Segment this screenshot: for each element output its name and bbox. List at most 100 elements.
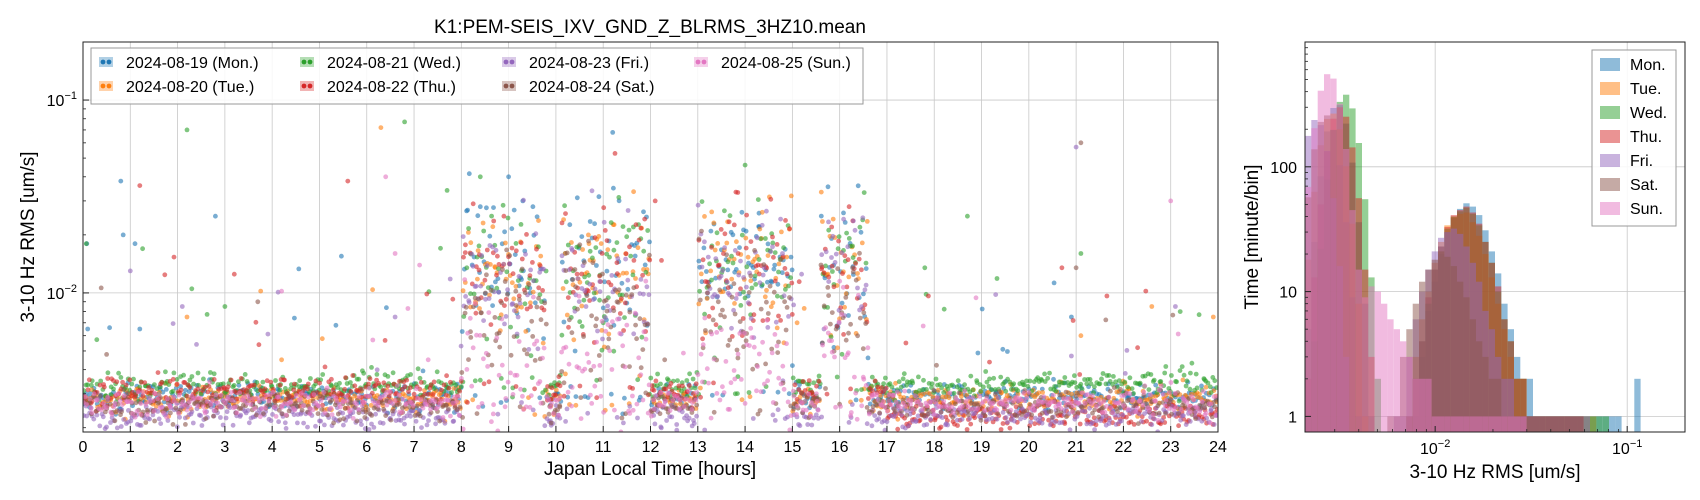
data-point [864, 405, 870, 410]
data-point [711, 380, 716, 386]
data-point [350, 373, 356, 378]
legend-marker-dot [106, 83, 112, 89]
data-point [1051, 392, 1056, 398]
data-point [298, 396, 303, 401]
data-point [417, 413, 423, 419]
data-point [910, 407, 916, 412]
data-point [543, 387, 548, 393]
data-point [152, 382, 157, 387]
data-point [714, 230, 720, 236]
data-point [842, 253, 848, 259]
data-point [995, 411, 1001, 416]
data-point [476, 404, 481, 410]
data-point [127, 377, 133, 383]
data-point [495, 276, 501, 282]
x-axis-label: Japan Local Time [hours] [544, 459, 756, 480]
data-point [794, 412, 799, 417]
data-point [1036, 390, 1042, 396]
data-point [567, 317, 572, 323]
data-point [477, 174, 483, 180]
data-point [569, 385, 575, 390]
data-point [198, 395, 204, 401]
data-point [1057, 392, 1063, 398]
data-point [1021, 382, 1027, 388]
data-point [516, 274, 522, 279]
data-point [174, 381, 180, 387]
data-point [218, 404, 224, 410]
data-point [424, 291, 430, 297]
data-point [282, 420, 288, 426]
data-point [610, 130, 616, 135]
histogram-bar [1450, 266, 1457, 432]
data-point [892, 409, 898, 414]
data-point [1174, 379, 1179, 385]
data-point [908, 398, 914, 404]
data-point [503, 240, 508, 246]
data-point [1176, 423, 1181, 429]
data-point [641, 291, 646, 297]
legend-box [90, 47, 864, 105]
data-point [245, 408, 251, 413]
legend-label: 2024-08-20 (Tue.) [126, 79, 254, 96]
data-point [304, 386, 310, 392]
data-point [837, 278, 843, 284]
data-point [966, 412, 971, 418]
data-point [1026, 390, 1031, 395]
data-point [489, 362, 495, 368]
data-point [1195, 405, 1200, 411]
data-point [549, 385, 555, 391]
data-point [313, 378, 319, 384]
data-point [1115, 413, 1121, 418]
data-point [1066, 396, 1072, 402]
data-point [170, 422, 176, 427]
data-point [1071, 403, 1076, 409]
data-point [716, 262, 722, 268]
data-point [597, 279, 603, 284]
data-point [203, 416, 209, 421]
data-point [657, 411, 663, 417]
data-point [121, 387, 126, 392]
data-point [751, 312, 757, 318]
data-point [480, 220, 486, 226]
data-point [324, 385, 330, 391]
data-point [1199, 383, 1204, 389]
x-tick-label: 14 [736, 439, 754, 456]
data-point [829, 349, 835, 355]
data-point [211, 371, 217, 377]
data-point [1014, 413, 1020, 419]
data-point [502, 321, 507, 327]
data-point [677, 406, 682, 412]
data-point [380, 400, 386, 406]
data-point [116, 370, 121, 376]
data-point [490, 224, 496, 230]
data-point [606, 331, 612, 337]
data-point [1103, 317, 1109, 323]
data-point [524, 232, 529, 237]
data-point [527, 404, 533, 410]
data-point [150, 398, 156, 404]
data-point [1106, 421, 1112, 426]
data-point [618, 429, 624, 432]
data-point [537, 379, 543, 384]
data-point [97, 423, 103, 429]
data-point [953, 401, 958, 407]
data-point [945, 422, 950, 428]
data-point [729, 253, 734, 259]
data-point [694, 390, 700, 395]
data-point [791, 388, 796, 394]
data-point [998, 374, 1004, 380]
data-point [771, 289, 777, 295]
data-point [513, 248, 519, 254]
data-point [991, 375, 997, 381]
data-point [863, 260, 869, 266]
data-point [1041, 394, 1047, 400]
data-point [583, 304, 589, 309]
data-point [528, 267, 533, 273]
data-point [705, 283, 711, 289]
data-point [849, 402, 855, 407]
data-point [1197, 391, 1202, 397]
data-point [949, 382, 955, 388]
data-point [608, 220, 614, 226]
data-point [460, 288, 466, 294]
data-point [592, 286, 598, 292]
